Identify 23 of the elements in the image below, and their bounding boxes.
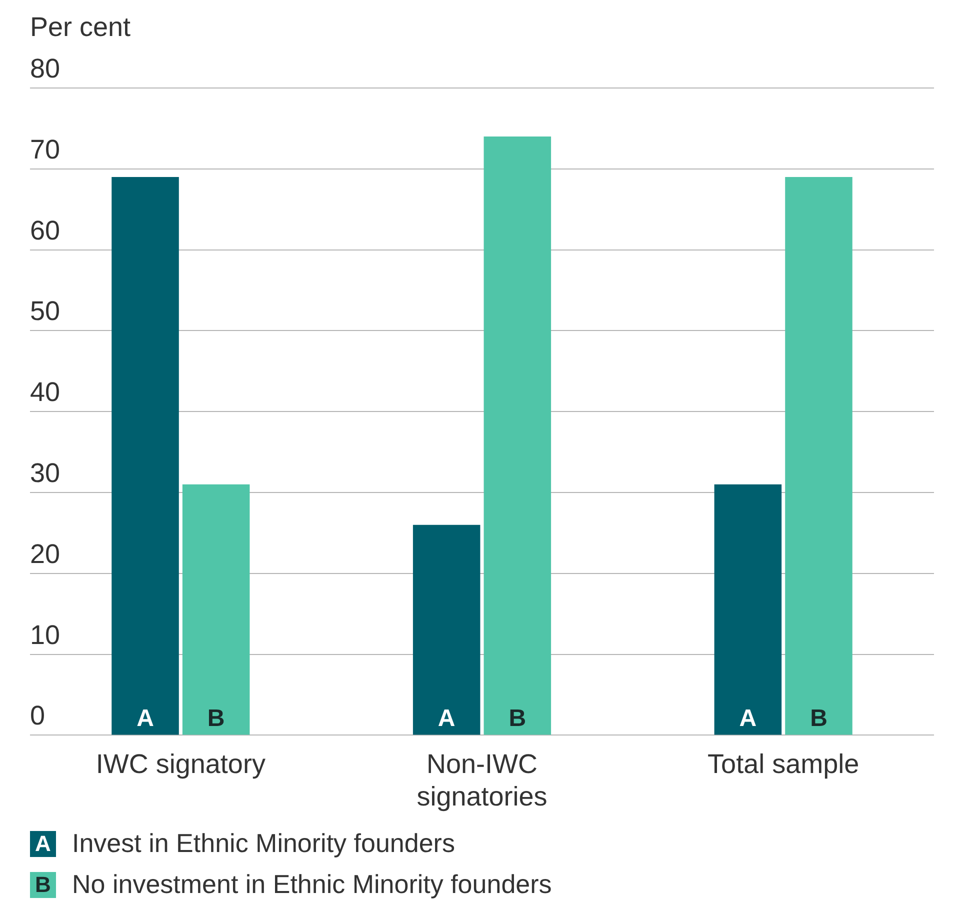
x-tick-label: Total sample	[708, 748, 860, 779]
y-tick-label: 80	[30, 53, 60, 84]
annotation: A	[136, 704, 154, 732]
text: A	[35, 830, 51, 856]
y-tick-label: 0	[30, 700, 46, 731]
annotation: A	[438, 704, 456, 732]
text: B	[35, 872, 51, 896]
x-tick-label: Non-IWC signatories	[416, 748, 548, 812]
annotation: A	[739, 704, 757, 732]
y-tick-label: 60	[30, 215, 60, 246]
x-tick-label: IWC signatory	[96, 748, 266, 779]
y-tick-label: 20	[30, 538, 60, 569]
annotation: B	[508, 704, 526, 732]
y-tick-label: 30	[30, 458, 60, 488]
annotation: B	[810, 704, 828, 732]
y-tick-label: 50	[30, 296, 60, 326]
y-tick-label: 10	[30, 620, 60, 650]
annotation: B	[207, 704, 225, 732]
legend-label: Invest in Ethnic Minority founders	[72, 828, 455, 859]
legend-label: No investment in Ethnic Minority founders	[72, 869, 552, 900]
y-tick-label: 40	[30, 377, 60, 408]
y-tick-label: 70	[30, 134, 60, 164]
y-axis-title: Per cent	[30, 12, 131, 43]
